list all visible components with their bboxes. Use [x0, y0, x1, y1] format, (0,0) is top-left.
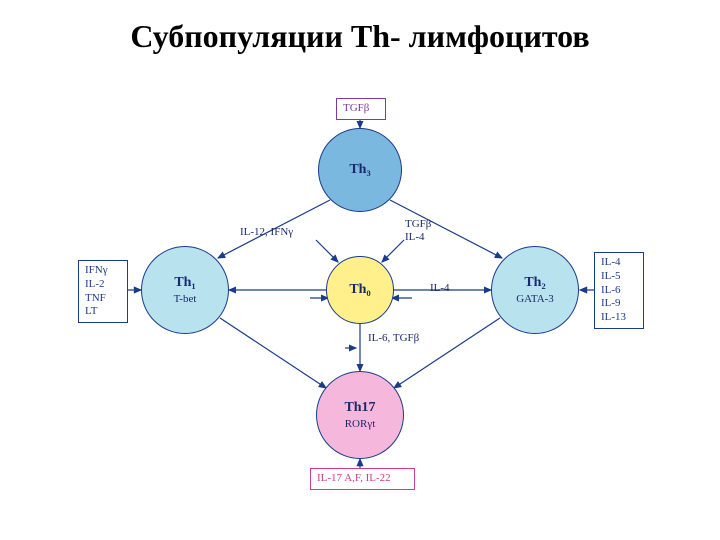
cell-th2-label: Th₂ — [524, 275, 545, 291]
box-th2-cytokines: IL-4IL-5IL-6IL-9IL-13 — [594, 252, 644, 329]
cell-th1-sub: T-bet — [174, 293, 197, 305]
cell-th0: Th₀ — [326, 256, 394, 324]
diagram-canvas: Th₃ Th₀ Th₁ T-bet Th₂ GATA-3 Th17 RORγt … — [0, 70, 720, 530]
cell-th3: Th₃ — [318, 128, 402, 212]
cell-th3-label: Th₃ — [349, 162, 370, 178]
box-th1-cytokines: IFNγIL-2TNFLT — [78, 260, 128, 323]
edge-label-tgfb-il4: TGFβIL-4 — [405, 218, 431, 243]
cell-th1: Th₁ T-bet — [141, 246, 229, 334]
edge-label-il6-tgfb: IL-6, TGFβ — [368, 332, 419, 345]
cell-th2: Th₂ GATA-3 — [491, 246, 579, 334]
cell-th17-label: Th17 — [344, 400, 375, 416]
cell-th17-sub: RORγt — [345, 418, 376, 430]
edge-label-il12-ifng: IL-12, IFNγ — [240, 226, 293, 239]
cell-th0-label: Th₀ — [349, 282, 370, 298]
page-title: Субпопуляции Th- лимфоцитов — [0, 18, 720, 55]
cell-th1-label: Th₁ — [174, 275, 195, 291]
box-th17-cytokines: IL-17 A,F, IL-22 — [310, 468, 415, 490]
cell-th2-sub: GATA-3 — [516, 293, 554, 305]
cell-th17: Th17 RORγt — [316, 371, 404, 459]
box-tgfb: TGFβ — [336, 98, 386, 120]
edge-label-il4: IL-4 — [430, 282, 450, 295]
